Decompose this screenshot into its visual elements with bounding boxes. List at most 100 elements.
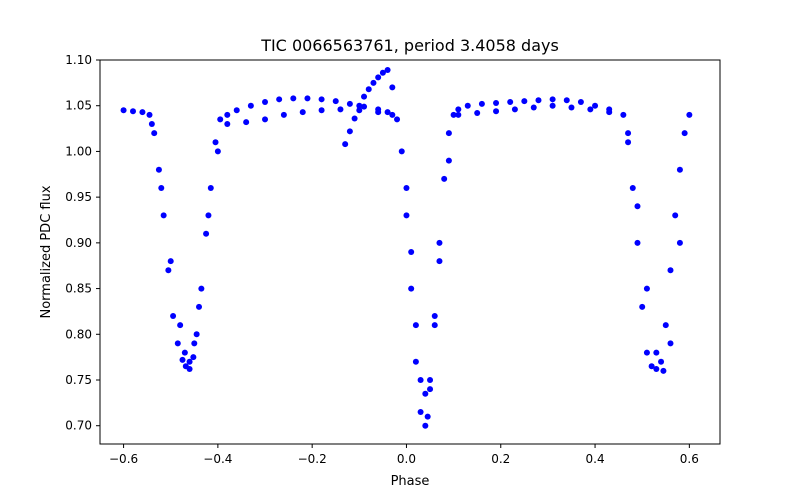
data-point: [337, 106, 344, 113]
y-axis-label: Normalized PDC flux: [39, 185, 54, 318]
data-point: [384, 109, 391, 116]
data-point: [276, 96, 283, 103]
data-point: [422, 422, 429, 429]
y-tick-label: 0.95: [65, 190, 92, 204]
data-point: [186, 366, 193, 373]
data-point: [196, 303, 203, 310]
data-point: [577, 99, 584, 106]
data-point: [431, 313, 438, 319]
data-point: [455, 111, 462, 118]
y-tick-label: 1.10: [65, 53, 92, 67]
data-point: [643, 349, 650, 356]
data-point: [424, 413, 431, 420]
data-point: [511, 106, 518, 113]
x-tick-label: 0.0: [397, 452, 416, 466]
data-point: [408, 249, 415, 255]
data-point: [412, 358, 419, 365]
data-point: [592, 102, 599, 109]
data-point: [214, 148, 221, 155]
data-point: [370, 79, 377, 86]
data-point: [203, 230, 210, 237]
data-point: [653, 366, 660, 373]
data-point: [398, 148, 405, 155]
data-point: [563, 97, 570, 104]
data-point: [304, 95, 311, 102]
data-point: [318, 107, 325, 114]
data-point: [356, 102, 363, 109]
data-point: [318, 96, 325, 103]
data-point: [365, 86, 372, 93]
data-point: [361, 103, 368, 110]
data-point: [205, 212, 212, 219]
plot-frame: [99, 59, 721, 445]
y-tick-label: 1.00: [65, 144, 92, 158]
data-point: [389, 84, 396, 91]
y-axis-ticks: 0.70 0.75 0.80 0.85 0.90 0.95 1.00 1.05 1.10: [65, 53, 100, 433]
data-point: [549, 102, 556, 109]
x-tick-label: 0.4: [586, 452, 605, 466]
data-points-layer: [120, 67, 693, 429]
data-point: [436, 239, 443, 246]
data-point: [139, 109, 146, 116]
data-point: [648, 363, 655, 370]
data-point: [280, 111, 287, 118]
data-point: [686, 111, 693, 118]
data-point: [639, 303, 646, 310]
data-point: [629, 185, 636, 191]
data-point: [148, 121, 155, 127]
data-point: [243, 119, 250, 126]
data-point: [625, 130, 632, 137]
y-tick-label: 1.05: [65, 99, 92, 113]
data-point: [417, 409, 424, 415]
data-point: [224, 111, 231, 118]
data-point: [408, 285, 415, 292]
data-point: [634, 239, 641, 246]
data-point: [535, 97, 542, 104]
data-point: [207, 185, 214, 191]
data-point: [190, 354, 197, 361]
data-point: [412, 322, 419, 329]
data-point: [521, 98, 528, 105]
data-point: [155, 166, 162, 173]
data-point: [170, 313, 177, 319]
data-point: [445, 157, 452, 164]
data-point: [233, 107, 240, 114]
data-point: [507, 99, 514, 106]
data-point: [174, 340, 181, 347]
chart-title: TIC 0066563761, period 3.4058 days: [260, 36, 559, 55]
data-point: [660, 367, 667, 374]
x-tick-label: 0.2: [491, 452, 510, 466]
data-point: [455, 106, 462, 113]
data-point: [676, 166, 683, 173]
data-point: [356, 107, 363, 114]
y-tick-label: 0.80: [65, 327, 92, 341]
data-point: [290, 95, 297, 102]
data-point: [441, 175, 448, 182]
data-point: [625, 139, 632, 146]
data-point: [662, 322, 669, 329]
data-point: [177, 322, 184, 329]
data-point: [167, 258, 174, 265]
data-point: [181, 349, 188, 356]
data-point: [653, 349, 660, 356]
data-point: [262, 116, 269, 123]
data-point: [667, 267, 674, 274]
y-tick-label: 0.90: [65, 236, 92, 250]
data-point: [361, 93, 368, 100]
data-point: [224, 121, 231, 127]
data-point: [667, 340, 674, 347]
data-point: [375, 109, 382, 116]
data-point: [474, 110, 481, 117]
data-point: [262, 99, 269, 106]
data-point: [198, 285, 205, 292]
y-tick-label: 0.85: [65, 282, 92, 296]
data-point: [179, 356, 186, 363]
data-point: [431, 322, 438, 329]
x-axis-label: Phase: [391, 474, 430, 489]
data-point: [342, 141, 349, 148]
data-point: [417, 377, 424, 383]
data-point: [436, 258, 443, 265]
data-point: [403, 212, 410, 219]
data-point: [403, 185, 410, 191]
